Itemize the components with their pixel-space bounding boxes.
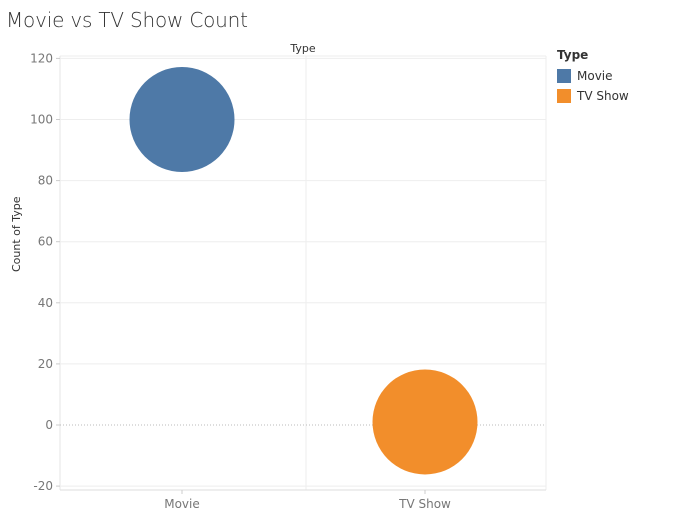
y-tick-label-4: 40 [38,296,53,310]
legend-title: Type [557,48,589,62]
column-header: Type [290,42,316,55]
y-tick-label-3: 60 [38,235,53,249]
legend-swatch-tv-show [557,89,571,103]
y-tick-label-2: 80 [38,174,53,188]
data-point-movie [129,67,235,172]
legend-item-tv-show[interactable]: TV Show [557,86,629,106]
y-tick-label-1: 100 [30,113,53,127]
legend-item-movie[interactable]: Movie [557,66,629,86]
chart-title: Movie vs TV Show Count [6,8,248,32]
data-point-tv-show [372,369,478,475]
legend-label-tv-show: TV Show [577,89,629,103]
legend-label-movie: Movie [577,69,613,83]
y-tick-label-7: -20 [33,479,53,493]
y-tick-label-5: 20 [38,357,53,371]
y-tick-label-6: 0 [45,418,53,432]
y-tick-label-0: 120 [30,51,53,65]
legend: Type Movie TV Show [557,48,629,106]
x-tick-label-0: Movie [164,497,200,511]
legend-swatch-movie [557,69,571,83]
x-tick-label-1: TV Show [398,497,451,511]
